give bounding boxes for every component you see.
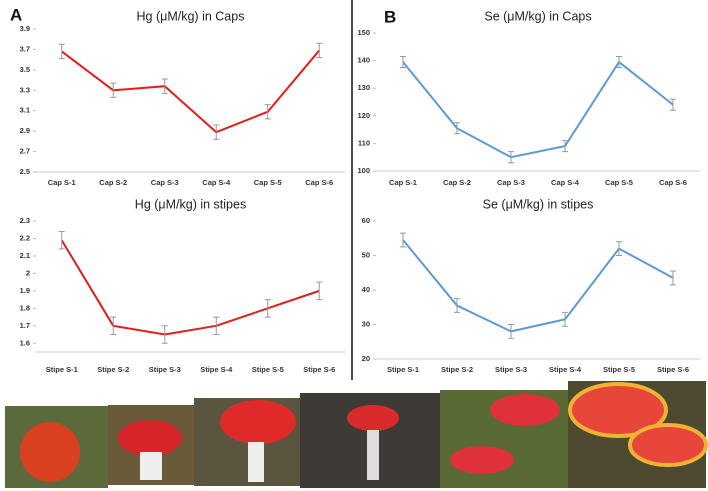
x-tick-label: Stipe S-4 [549,365,582,374]
error-bar [616,55,622,68]
panel-label: B [384,7,396,26]
x-tick-label: Stipe S-6 [657,365,689,374]
x-tick-label: Stipe S-5 [603,365,635,374]
y-tick-label: 2 [26,268,30,277]
x-tick-label: Cap S-2 [99,178,127,187]
x-tick-label: Cap S-4 [202,178,231,187]
error-bar [400,232,406,248]
error-bar [161,78,168,94]
error-bar [264,299,271,318]
error-bar [454,122,460,135]
y-tick-label: 2.7 [20,147,30,156]
x-tick-label: Cap S-3 [497,178,525,187]
x-tick-label: Cap S-5 [254,178,282,187]
y-tick-label: 150 [357,28,370,37]
y-tick-label: 20 [362,354,370,363]
x-tick-label: Stipe S-2 [97,365,129,374]
y-tick-label: 30 [362,319,370,328]
y-tick-label: 3.3 [20,85,30,94]
y-tick-label: 110 [358,138,370,147]
x-tick-label: Stipe S-1 [46,365,78,374]
y-tick-label: 3.7 [20,44,30,53]
y-tick-label: 100 [357,166,370,175]
y-tick-label: 2.3 [20,216,30,225]
y-tick-label: 130 [357,83,370,92]
cap [490,394,560,426]
stem [248,442,264,482]
y-tick-label: 3.5 [20,65,30,74]
error-bar [616,241,622,256]
error-bar [670,270,676,286]
error-bar [161,325,168,344]
chart-title: Se (μM/kg) in stipes [483,197,594,211]
y-tick-label: 1.6 [20,338,30,347]
cap [20,422,80,482]
error-bar [110,82,117,98]
x-tick-label: Stipe S-4 [200,365,233,374]
y-tick-label: 140 [357,56,370,65]
cap [220,400,296,444]
x-tick-label: Stipe S-5 [252,365,284,374]
x-tick-label: Cap S-4 [551,178,580,187]
x-tick-label: Stipe S-3 [149,365,181,374]
error-bar [400,55,406,68]
x-tick-label: Cap S-2 [443,178,471,187]
y-tick-label: 40 [362,285,370,294]
x-tick-label: Stipe S-2 [441,365,473,374]
error-bar [58,230,65,250]
error-bar [670,98,676,111]
series-line [402,60,674,159]
x-tick-label: Cap S-6 [305,178,333,187]
y-tick-label: 1.7 [20,321,30,330]
error-bar [213,316,220,336]
y-tick-label: 120 [357,111,370,120]
error-bar [562,311,568,327]
error-bar [454,298,460,313]
x-tick-label: Cap S-1 [389,178,417,187]
x-tick-label: Stipe S-1 [387,365,419,374]
cap [347,405,399,431]
panel-label: A [10,5,22,24]
y-tick-label: 3.9 [20,24,30,33]
error-bar [264,104,271,120]
cap [628,423,708,467]
photos [5,381,708,488]
series-line [61,49,321,134]
error-bar [58,43,65,60]
cap [568,382,668,438]
error-bar [508,151,514,164]
x-tick-label: Stipe S-3 [495,365,527,374]
x-tick-label: Cap S-1 [48,178,76,187]
y-tick-label: 1.9 [20,286,30,295]
error-bar [213,124,220,140]
chart-title: Se (μM/kg) in Caps [484,9,591,23]
y-tick-label: 60 [362,216,370,225]
y-tick-label: 2.2 [20,233,30,242]
series-line [60,239,320,336]
series-line [402,239,674,333]
y-tick-label: 1.8 [20,303,30,312]
y-tick-label: 50 [362,250,370,259]
x-tick-label: Cap S-5 [605,178,633,187]
error-bar [316,42,323,59]
cap [450,446,514,474]
error-bar [562,140,568,153]
stem [140,452,162,480]
error-bar [110,316,117,336]
x-tick-label: Cap S-6 [659,178,687,187]
cap [118,420,182,456]
y-tick-label: 2.9 [20,126,30,135]
chart-title: Hg (μM/kg) in stipes [135,197,246,211]
y-tick-label: 2.5 [20,167,30,176]
chart-title: Hg (μM/kg) in Caps [137,9,245,23]
x-tick-label: Stipe S-6 [303,365,335,374]
error-bar [508,324,514,339]
y-tick-label: 2.1 [20,251,30,260]
stem [367,430,379,480]
error-bar [316,281,323,301]
x-tick-label: Cap S-3 [151,178,179,187]
y-tick-label: 3.1 [20,106,30,115]
